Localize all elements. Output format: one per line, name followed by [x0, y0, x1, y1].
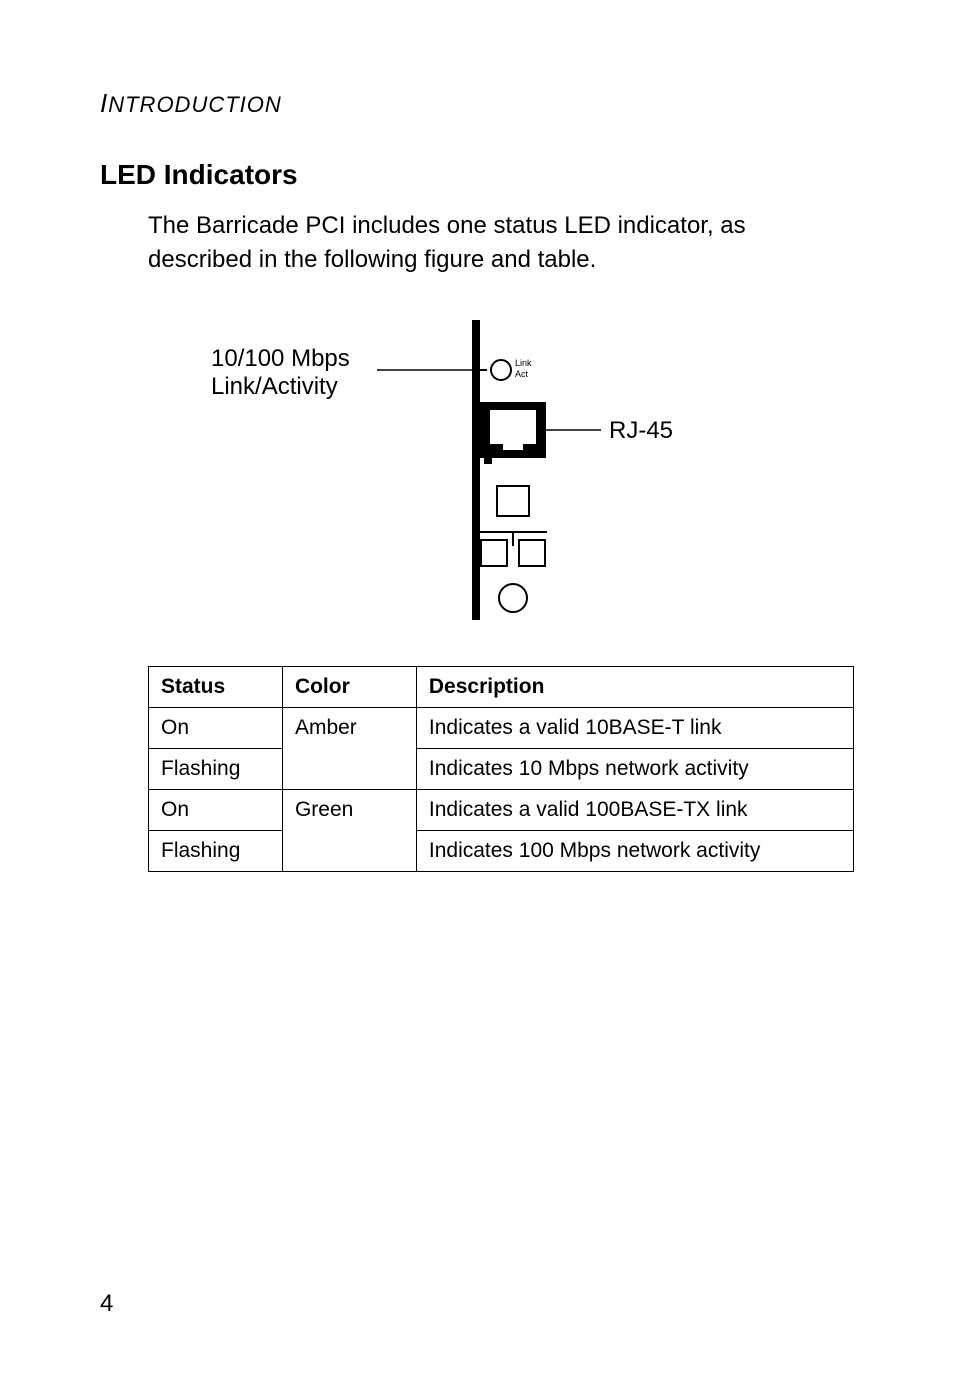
cell-status: Flashing: [149, 749, 283, 790]
led-callout-line1: 10/100 Mbps: [211, 345, 350, 372]
cell-desc: Indicates 100 Mbps network activity: [416, 831, 853, 872]
table-row: On Green Indicates a valid 100BASE-TX li…: [149, 790, 854, 831]
led-table: Status Color Description On Amber Indica…: [148, 666, 854, 872]
cell-status: Flashing: [149, 831, 283, 872]
led-text-link: Link: [515, 358, 532, 368]
running-header: INTRODUCTION: [100, 88, 854, 119]
diagram-svg: Link Act 10/100 Mbps Link/Activity RJ-45: [197, 310, 757, 630]
table-row: Flashing Indicates 10 Mbps network activ…: [149, 749, 854, 790]
led-diagram: Link Act 10/100 Mbps Link/Activity RJ-45: [100, 310, 854, 630]
section-title: LED Indicators: [100, 159, 854, 191]
header-rest: NTRODUCTION: [108, 92, 282, 117]
table-row: On Amber Indicates a valid 10BASE-T link: [149, 708, 854, 749]
th-description: Description: [416, 667, 853, 708]
table-row: Flashing Indicates 100 Mbps network acti…: [149, 831, 854, 872]
cell-desc: Indicates 10 Mbps network activity: [416, 749, 853, 790]
cell-desc: Indicates a valid 100BASE-TX link: [416, 790, 853, 831]
page-number: 4: [100, 1290, 113, 1318]
cell-color-empty: [282, 831, 416, 872]
th-status: Status: [149, 667, 283, 708]
section-body: The Barricade PCI includes one status LE…: [148, 209, 854, 276]
cell-color-empty: [282, 749, 416, 790]
th-color: Color: [282, 667, 416, 708]
rj45-label: RJ-45: [609, 417, 673, 444]
cell-color: Amber: [282, 708, 416, 749]
cell-color: Green: [282, 790, 416, 831]
cell-desc: Indicates a valid 10BASE-T link: [416, 708, 853, 749]
cell-status: On: [149, 708, 283, 749]
led-callout-line2: Link/Activity: [211, 373, 338, 400]
cell-status: On: [149, 790, 283, 831]
led-text-act: Act: [515, 369, 529, 379]
